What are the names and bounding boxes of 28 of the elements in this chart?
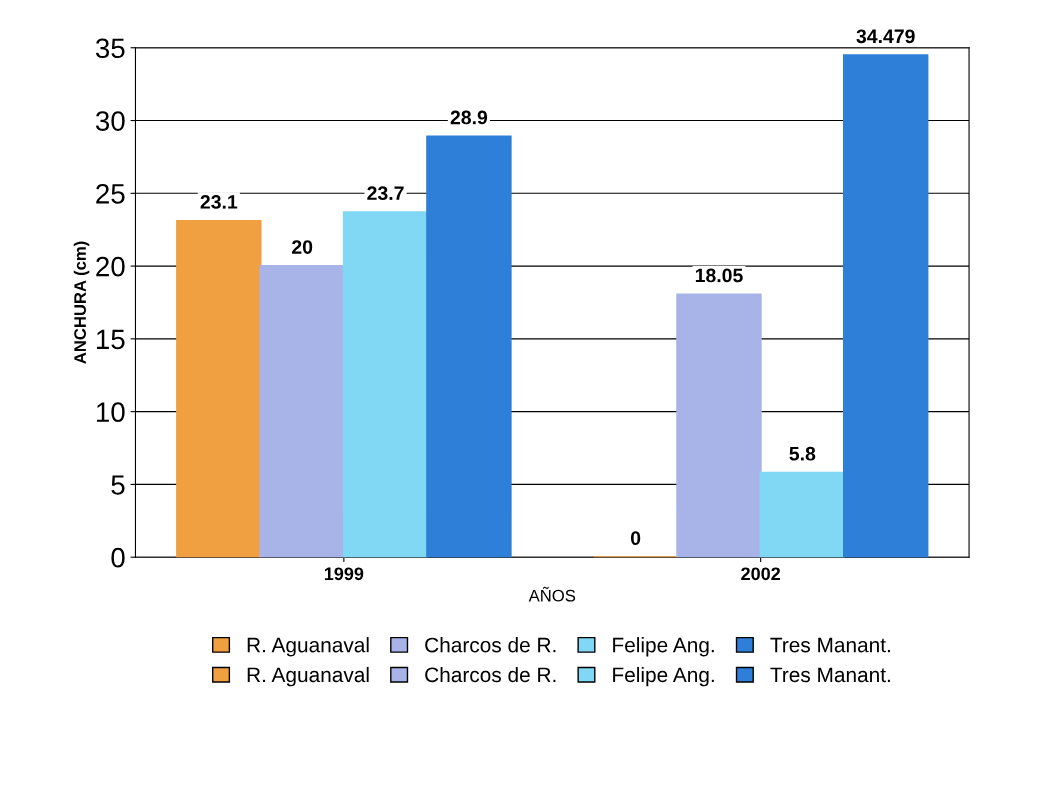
legend-label: Felipe Ang. (613, 637, 714, 657)
y-tick-label: 0 (111, 547, 125, 568)
data-label: 0 (630, 531, 641, 546)
y-tick-label: 30 (95, 111, 125, 131)
legend-label: Charcos de R. (425, 666, 556, 683)
legend-label: Felipe Ang. (613, 666, 714, 687)
x-axis-title: AÑOS (528, 586, 576, 602)
y-tick-label: 5 (111, 475, 125, 495)
x-tick-label: 1999 (324, 567, 364, 581)
y-tick-label: 35 (95, 38, 125, 59)
y-axis-title: ANCHURA (cm) (73, 241, 90, 364)
data-label: 20 (292, 240, 313, 254)
y-tick-label: 10 (96, 402, 125, 422)
legend-label: R. Aguanaval (247, 637, 369, 657)
data-label: 18.05 (695, 268, 743, 283)
data-label: 34.479 (856, 29, 915, 44)
data-label: 23.7 (367, 186, 404, 201)
legend-label: Tres Manant. (770, 667, 890, 683)
legend-label: Tres Manant. (770, 637, 890, 653)
y-tick-label: 25 (96, 183, 125, 204)
legend-label: Charcos de R. (425, 637, 556, 653)
legend-label: R. Aguanaval (247, 666, 369, 687)
x-tick-label: 2002 (741, 567, 781, 581)
data-label: 5.8 (789, 446, 816, 461)
y-tick-label: 15 (96, 329, 125, 350)
y-tick-label: 20 (96, 256, 125, 277)
data-label: 28.9 (450, 110, 488, 125)
data-label: 23.1 (200, 195, 238, 209)
